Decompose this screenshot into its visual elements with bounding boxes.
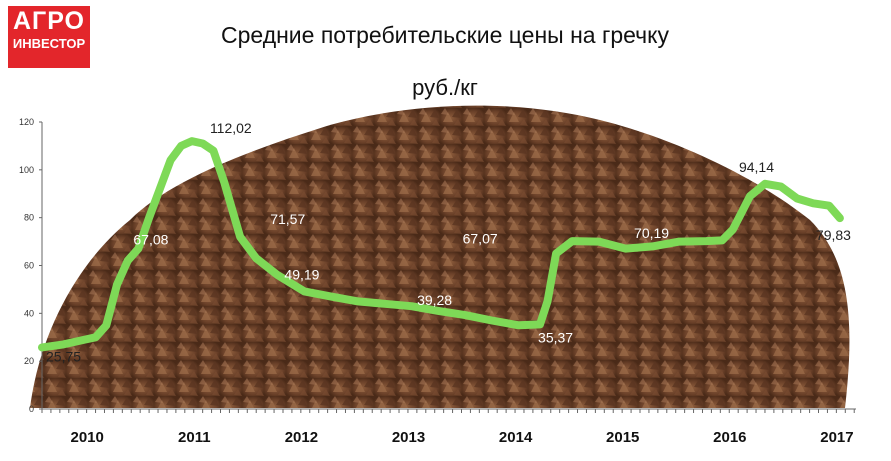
buckwheat-pile-image [30, 105, 850, 408]
y-tick-label: 80 [24, 213, 34, 223]
y-tick-label: 40 [24, 308, 34, 318]
chart-subtitle: руб./кг [412, 75, 478, 100]
series-layer [38, 137, 844, 352]
x-year-label: 2011 [178, 429, 211, 446]
x-year-label: 2013 [392, 429, 425, 446]
data-label: 79,83 [816, 227, 851, 243]
y-tick-label: 0 [29, 404, 34, 414]
price-line-series [38, 137, 844, 352]
axes: 0 20 40 60 80 100 120 2010 2011 2012 2013 2014 2015 2… [19, 117, 856, 446]
logo-line-1: АГРО [12, 7, 86, 35]
data-label: 94,14 [739, 159, 774, 175]
data-label: 39,28 [417, 292, 452, 308]
logo-line-2: ИНВЕСТОР [12, 36, 86, 51]
x-year-label: 2017 [820, 429, 853, 446]
data-label: 112,02 [210, 120, 252, 136]
x-year-label: 2010 [71, 429, 104, 446]
y-tick-label: 20 [24, 356, 34, 366]
data-label: 70,19 [634, 225, 669, 241]
chart-title: Средние потребительские цены на гречку [221, 22, 669, 48]
data-label: 67,08 [133, 232, 168, 248]
data-label: 67,07 [463, 231, 498, 247]
x-year-label: 2015 [606, 429, 639, 446]
data-label: 25,75 [46, 348, 81, 364]
y-tick-label: 60 [24, 261, 34, 271]
data-label: 49,19 [284, 266, 319, 282]
y-tick-label: 100 [19, 165, 34, 175]
y-tick-label: 120 [19, 117, 34, 127]
agroinvestor-logo: АГРО ИНВЕСТОР [8, 6, 90, 68]
x-year-label: 2012 [285, 429, 318, 446]
data-label: 71,57 [270, 211, 305, 227]
data-label: 35,37 [538, 329, 573, 345]
x-year-label: 2014 [499, 429, 533, 446]
data-labels: 25,75 67,08 112,02 71,57 49,19 39,28 35,37 67,0… [46, 120, 851, 364]
x-year-label: 2016 [713, 429, 746, 446]
